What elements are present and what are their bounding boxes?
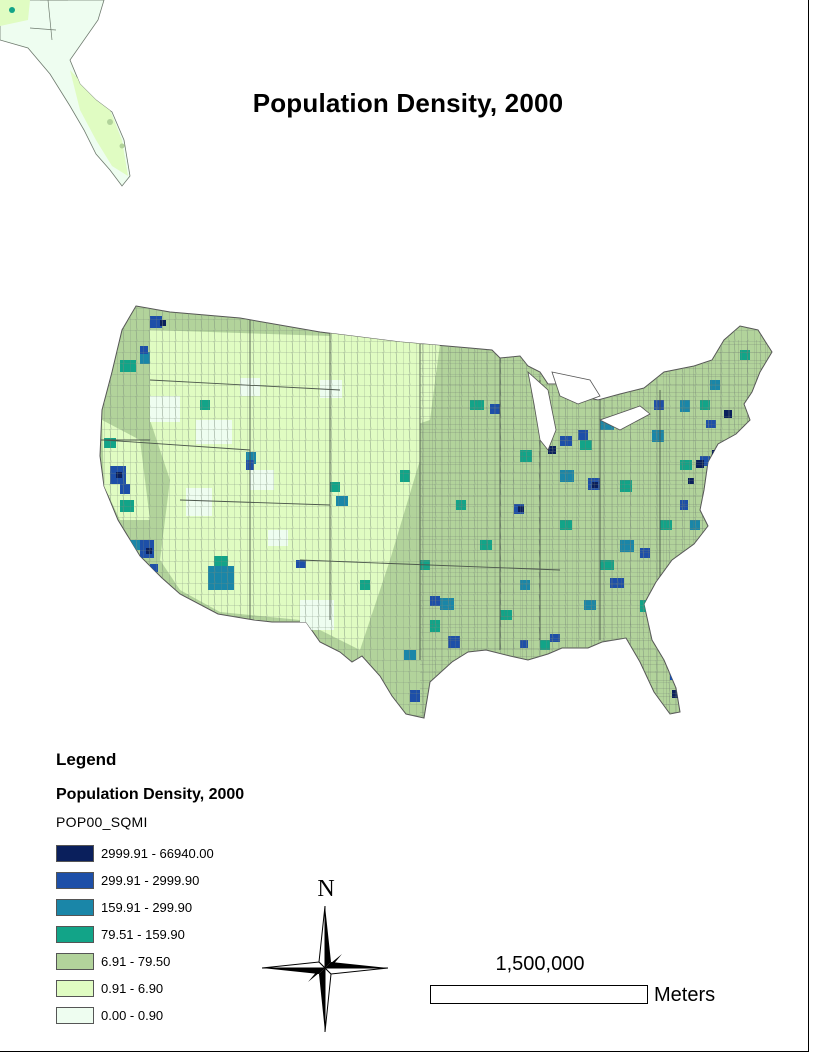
legend-class-row: 0.00 - 0.90 — [56, 1002, 244, 1029]
scale-bar-value: 1,500,000 — [495, 953, 585, 975]
legend: Legend Population Density, 2000 POP00_SQ… — [56, 750, 244, 1029]
alaska-region — [0, 0, 131, 187]
legend-class-label: 0.00 - 0.90 — [101, 1008, 164, 1023]
map-frame-right-border — [808, 0, 809, 1052]
map-frame-bottom-border — [0, 1051, 809, 1052]
legend-class-label: 6.91 - 79.50 — [101, 954, 171, 969]
north-arrow-label: N — [317, 876, 335, 902]
legend-heading: Legend — [56, 750, 117, 769]
legend-swatch — [56, 845, 94, 862]
scale-bar — [430, 985, 648, 1004]
map-title: Population Density, 2000 — [252, 88, 564, 118]
legend-class-row: 79.51 - 159.90 — [56, 921, 244, 948]
legend-class-row: 6.91 - 79.50 — [56, 948, 244, 975]
legend-class-row: 0.91 - 6.90 — [56, 975, 244, 1002]
legend-class-row: 2999.91 - 66940.00 — [56, 840, 244, 867]
legend-class-label: 2999.91 - 66940.00 — [101, 846, 214, 861]
legend-class-label: 159.91 - 299.90 — [101, 900, 193, 915]
legend-swatch — [56, 1007, 94, 1024]
legend-swatch — [56, 872, 94, 889]
legend-class-label: 79.51 - 159.90 — [101, 927, 185, 942]
legend-class-row: 159.91 - 299.90 — [56, 894, 244, 921]
north-arrow-icon — [262, 906, 388, 1033]
scale-bar-unit: Meters — [654, 984, 716, 1006]
legend-class-label: 299.91 - 2999.90 — [101, 873, 200, 888]
legend-class-label: 0.91 - 6.90 — [101, 981, 164, 996]
legend-swatch — [56, 899, 94, 916]
legend-field-name: POP00_SQMI — [56, 814, 148, 830]
legend-swatch — [56, 926, 94, 943]
contiguous-us-region — [99, 305, 773, 719]
legend-class-row: 299.91 - 2999.90 — [56, 867, 244, 894]
legend-class-list: 2999.91 - 66940.00 299.91 - 2999.90 159.… — [56, 840, 244, 1029]
legend-layer-name: Population Density, 2000 — [56, 786, 245, 803]
legend-swatch — [56, 953, 94, 970]
legend-swatch — [56, 980, 94, 997]
